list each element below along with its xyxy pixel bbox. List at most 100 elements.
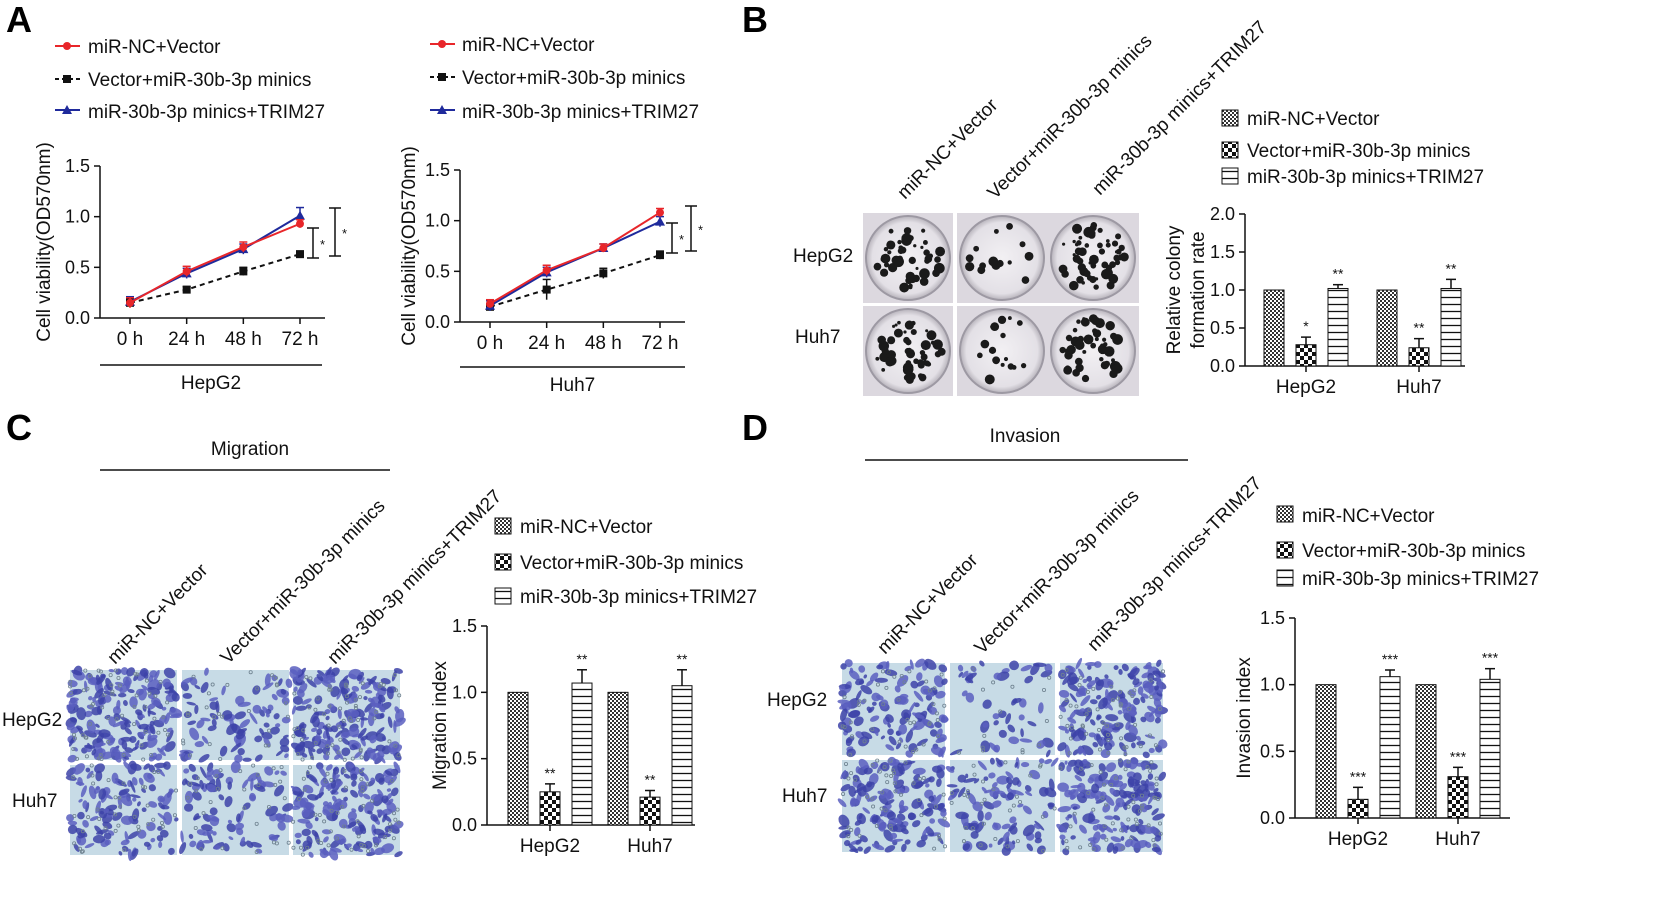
cell xyxy=(1058,669,1067,680)
cell xyxy=(339,678,350,690)
pore xyxy=(850,734,855,739)
cell xyxy=(141,684,149,691)
significance-label: * xyxy=(698,223,703,238)
cell xyxy=(234,822,245,831)
pore xyxy=(1116,696,1121,701)
cell xyxy=(934,721,942,728)
legend-label: miR-30b-3p minics+TRIM27 xyxy=(520,587,757,608)
pore xyxy=(218,756,223,761)
cell xyxy=(230,761,241,774)
cell xyxy=(146,821,156,832)
cell xyxy=(869,672,879,682)
cell xyxy=(1140,803,1148,813)
cell xyxy=(390,787,399,797)
cell xyxy=(351,685,360,692)
cell xyxy=(340,787,349,793)
pore xyxy=(83,735,88,740)
pore xyxy=(161,714,166,719)
pore xyxy=(880,669,885,674)
pore xyxy=(884,685,889,690)
cell xyxy=(303,736,310,741)
cell xyxy=(193,813,200,821)
y-axis-label: Migration index xyxy=(430,661,451,790)
significance-label: ** xyxy=(1414,320,1425,336)
cell xyxy=(880,762,890,772)
cell xyxy=(991,782,998,788)
cell xyxy=(946,784,958,788)
stained-cell-photo xyxy=(949,660,1055,758)
pore xyxy=(1077,683,1082,688)
cell xyxy=(137,731,146,737)
cell xyxy=(1136,783,1149,794)
pore xyxy=(1102,782,1107,787)
legend-a-left-item-nc: miR-NC+Vector xyxy=(55,37,221,58)
cell xyxy=(1034,837,1043,844)
cell xyxy=(1044,663,1053,673)
pore xyxy=(350,756,355,761)
pore xyxy=(218,768,223,773)
pore xyxy=(220,846,225,851)
cell xyxy=(70,717,78,723)
pore xyxy=(870,762,875,767)
pore xyxy=(188,753,193,758)
pore xyxy=(1154,776,1159,781)
cell xyxy=(897,763,905,775)
cell xyxy=(982,722,989,728)
pore xyxy=(391,836,396,841)
pore xyxy=(1140,793,1145,798)
cell xyxy=(237,701,251,708)
colony xyxy=(903,227,912,235)
cell xyxy=(282,803,294,812)
cell xyxy=(364,801,374,814)
cell xyxy=(1008,736,1020,745)
cell xyxy=(183,768,190,774)
cell xyxy=(876,664,884,670)
pore xyxy=(84,754,89,759)
cell xyxy=(159,829,169,838)
cell xyxy=(945,765,955,773)
cell xyxy=(1156,659,1162,667)
cell xyxy=(983,801,995,810)
cell xyxy=(993,672,1002,680)
cell xyxy=(332,798,342,811)
data-point xyxy=(599,244,608,253)
pore xyxy=(1068,824,1073,829)
colony xyxy=(1077,335,1084,343)
cell xyxy=(904,839,911,845)
colony xyxy=(1000,362,1005,367)
pore xyxy=(359,777,364,782)
pore xyxy=(143,704,148,709)
cell xyxy=(371,702,383,708)
significance-bracket: * xyxy=(685,205,703,252)
pore xyxy=(72,841,77,846)
colony xyxy=(1075,363,1084,373)
y-axis-label: formation rate xyxy=(1188,231,1209,348)
pore xyxy=(344,682,349,687)
pore xyxy=(325,744,330,749)
cell xyxy=(1067,814,1073,819)
x-axis-label: HepG2 xyxy=(181,373,241,394)
colony xyxy=(887,250,892,255)
colony xyxy=(1064,365,1071,372)
data-point xyxy=(296,219,304,228)
cell xyxy=(149,670,158,678)
cell xyxy=(1089,699,1098,705)
colony xyxy=(1090,342,1097,349)
cell xyxy=(866,706,872,712)
colony xyxy=(908,256,916,265)
cell xyxy=(253,784,266,792)
cell xyxy=(343,773,351,779)
series-2 xyxy=(485,215,665,311)
cell xyxy=(129,794,141,799)
colony xyxy=(1097,344,1108,355)
pore xyxy=(892,674,897,679)
pore xyxy=(392,673,397,678)
bar xyxy=(1327,287,1349,367)
pore xyxy=(120,713,125,718)
colony xyxy=(888,228,894,234)
pore xyxy=(911,781,916,786)
pore xyxy=(86,815,91,820)
cell xyxy=(213,845,221,850)
pore xyxy=(883,808,888,813)
cell xyxy=(941,678,948,686)
